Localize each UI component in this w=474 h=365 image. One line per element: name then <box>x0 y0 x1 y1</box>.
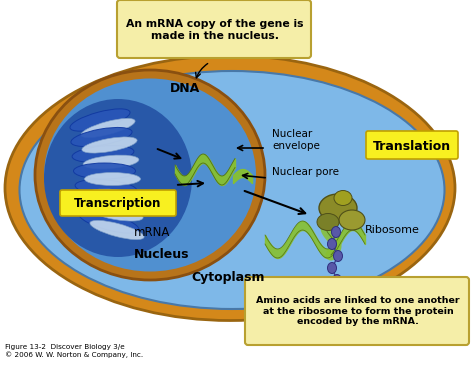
Ellipse shape <box>81 118 135 138</box>
Ellipse shape <box>77 196 138 215</box>
Ellipse shape <box>330 297 342 311</box>
Ellipse shape <box>328 238 337 250</box>
Ellipse shape <box>70 109 130 131</box>
Ellipse shape <box>332 274 341 285</box>
Text: Nuclear
envelope: Nuclear envelope <box>272 129 320 151</box>
Ellipse shape <box>44 99 192 257</box>
Ellipse shape <box>328 287 337 297</box>
Ellipse shape <box>334 191 352 205</box>
FancyBboxPatch shape <box>366 131 458 159</box>
Ellipse shape <box>75 180 137 196</box>
Ellipse shape <box>331 227 340 238</box>
Ellipse shape <box>317 214 339 231</box>
Text: mRNA: mRNA <box>134 226 170 238</box>
Ellipse shape <box>328 262 337 273</box>
Text: Nucleus: Nucleus <box>134 249 190 261</box>
Ellipse shape <box>334 250 343 261</box>
Ellipse shape <box>86 189 142 203</box>
Text: Ribosome: Ribosome <box>365 225 420 235</box>
FancyBboxPatch shape <box>245 277 469 345</box>
Ellipse shape <box>83 155 139 169</box>
Ellipse shape <box>35 70 265 280</box>
Ellipse shape <box>72 146 134 162</box>
Ellipse shape <box>339 210 365 230</box>
Text: Transcription: Transcription <box>74 197 162 211</box>
FancyBboxPatch shape <box>117 0 311 58</box>
Ellipse shape <box>5 55 455 320</box>
Ellipse shape <box>19 71 445 309</box>
Text: Amino acids are linked to one another
at the ribosome to form the protein
encode: Amino acids are linked to one another at… <box>256 296 460 326</box>
Text: Cytoplasm: Cytoplasm <box>191 272 265 284</box>
Ellipse shape <box>71 127 132 146</box>
Ellipse shape <box>82 137 137 153</box>
Text: DNA: DNA <box>170 81 200 95</box>
Ellipse shape <box>84 173 140 185</box>
Text: Translation: Translation <box>373 139 451 153</box>
Ellipse shape <box>73 163 136 179</box>
Text: An mRNA copy of the gene is
made in the nucleus.: An mRNA copy of the gene is made in the … <box>126 19 304 41</box>
Ellipse shape <box>88 205 143 221</box>
Ellipse shape <box>44 78 256 272</box>
Ellipse shape <box>90 220 144 239</box>
Ellipse shape <box>79 211 139 233</box>
FancyBboxPatch shape <box>60 190 176 216</box>
Text: Figure 13-2  Discover Biology 3/e
© 2006 W. W. Norton & Company, Inc.: Figure 13-2 Discover Biology 3/e © 2006 … <box>5 344 143 358</box>
Text: Nuclear pore: Nuclear pore <box>272 167 339 177</box>
Ellipse shape <box>319 194 357 222</box>
